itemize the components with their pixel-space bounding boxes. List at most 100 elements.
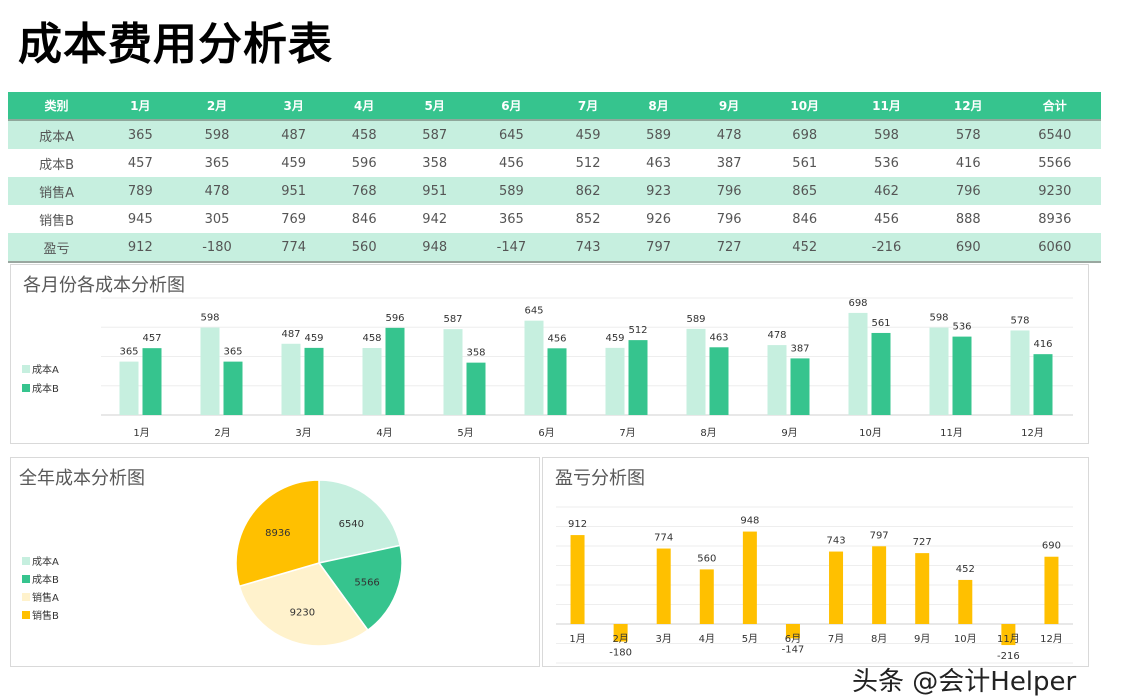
table-row: 成本B 457 365 459 596 358 456 512 463 387 561 536 416 5… <box>8 149 1101 177</box>
x-tick-label: 2月 <box>612 633 628 645</box>
table-cell: 862 <box>552 177 624 205</box>
bar-成本B <box>547 348 567 415</box>
table-cell: 成本B <box>39 157 74 173</box>
x-tick-label: 10月 <box>954 633 977 645</box>
pie-slice-成本A <box>318 479 402 564</box>
watermark: 头条 @会计Helper <box>852 667 1077 697</box>
x-tick-label: 7月 <box>828 633 844 645</box>
table-cell: 596 <box>351 155 377 171</box>
data-label: 487 <box>281 329 300 340</box>
legend-label: 成本A <box>32 363 59 376</box>
bar-成本B <box>871 332 891 415</box>
legend-swatch <box>22 365 30 373</box>
table-cell: 6060 <box>1008 233 1101 262</box>
bar <box>915 553 930 624</box>
table-cell: 5566 <box>1038 155 1072 171</box>
data-label: 358 <box>466 348 485 359</box>
data-label: 365 <box>119 347 138 358</box>
legend-swatch <box>22 575 30 583</box>
pie-slice-销售B <box>235 479 320 588</box>
table-cell: 789 <box>105 177 176 205</box>
data-label: 774 <box>654 533 673 544</box>
bar-成本B <box>628 340 648 415</box>
x-tick-label: 12月 <box>1040 633 1063 645</box>
column-header: 10月 <box>764 92 846 121</box>
bar-成本B <box>466 362 486 415</box>
data-label: 587 <box>443 314 462 325</box>
x-tick-label: 6月 <box>785 633 801 645</box>
bar <box>829 551 844 624</box>
x-tick-label: 9月 <box>914 633 930 645</box>
data-label: 459 <box>605 333 624 344</box>
chart-title: 各月份各成本分析图 <box>23 275 185 296</box>
bar-成本B <box>1033 354 1053 415</box>
table-cell: 846 <box>792 211 818 227</box>
bar-成本B <box>709 347 729 415</box>
data-label: 456 <box>547 333 566 344</box>
table-cell: 769 <box>281 211 307 227</box>
x-tick-label: 11月 <box>997 633 1020 645</box>
table-cell: 698 <box>764 120 846 149</box>
bar-成本A <box>1010 330 1030 415</box>
table-cell: 560 <box>328 233 400 262</box>
data-label: 561 <box>871 318 890 329</box>
data-label: 457 <box>142 333 161 344</box>
legend-label: 销售A <box>32 591 59 604</box>
legend-label: 成本A <box>32 555 59 568</box>
table-cell: 536 <box>874 155 899 171</box>
table-cell: 457 <box>127 155 153 171</box>
data-label: 560 <box>697 553 716 564</box>
legend-label: 成本B <box>32 573 59 586</box>
data-label: 6540 <box>339 519 364 530</box>
data-label: 596 <box>385 313 404 324</box>
x-tick-label: 3月 <box>656 633 672 645</box>
table-cell: 8936 <box>1038 211 1072 227</box>
table-cell: 478 <box>693 120 765 149</box>
table-cell: 452 <box>764 233 846 262</box>
data-label: 912 <box>568 519 587 530</box>
data-label: 512 <box>628 325 647 336</box>
table-cell: 589 <box>469 177 553 205</box>
column-header: 3月 <box>258 92 329 121</box>
table-cell: 478 <box>175 177 259 205</box>
legend-label: 销售B <box>32 609 59 622</box>
bar <box>1001 624 1016 646</box>
profit-loss-chart: 盈亏分析图 912 1月 -180 2月 774 3月 560 4月 948 5月 -147 6月 74… <box>542 457 1089 667</box>
table-cell: 365 <box>105 120 176 149</box>
bar-成本A <box>362 348 382 415</box>
data-label: 690 <box>1042 541 1061 552</box>
table-cell: 561 <box>792 155 818 171</box>
table-cell: -180 <box>175 233 259 262</box>
table-cell: 512 <box>575 155 601 171</box>
table-cell: 358 <box>422 155 448 171</box>
bar-成本A <box>443 329 463 415</box>
x-tick-label: 8月 <box>700 427 716 439</box>
column-header: 9月 <box>693 92 765 121</box>
table-cell: 459 <box>552 120 624 149</box>
bar <box>742 531 757 624</box>
page-title: 成本费用分析表 <box>18 19 333 70</box>
bar-成本A <box>200 327 220 415</box>
bar-成本A <box>929 327 949 415</box>
bar-成本A <box>119 361 139 415</box>
bar <box>570 535 585 624</box>
bar <box>872 546 887 624</box>
table-cell: 774 <box>258 233 329 262</box>
table-cell: 387 <box>716 155 742 171</box>
data-label: 8936 <box>265 528 290 539</box>
column-header: 11月 <box>845 92 928 121</box>
table-cell: 365 <box>498 211 524 227</box>
table-cell: 796 <box>927 177 1009 205</box>
x-tick-label: 12月 <box>1021 427 1044 439</box>
table-cell: 598 <box>845 120 928 149</box>
table-cell: 9230 <box>1008 177 1101 205</box>
table-cell: 912 <box>105 233 176 262</box>
table-cell: 645 <box>469 120 553 149</box>
table-cell: 796 <box>716 211 742 227</box>
table-cell: 458 <box>328 120 400 149</box>
x-tick-label: 6月 <box>538 427 554 439</box>
x-tick-label: 5月 <box>742 633 758 645</box>
x-tick-label: 9月 <box>781 427 797 439</box>
table-cell: 690 <box>927 233 1009 262</box>
x-tick-label: 3月 <box>295 427 311 439</box>
